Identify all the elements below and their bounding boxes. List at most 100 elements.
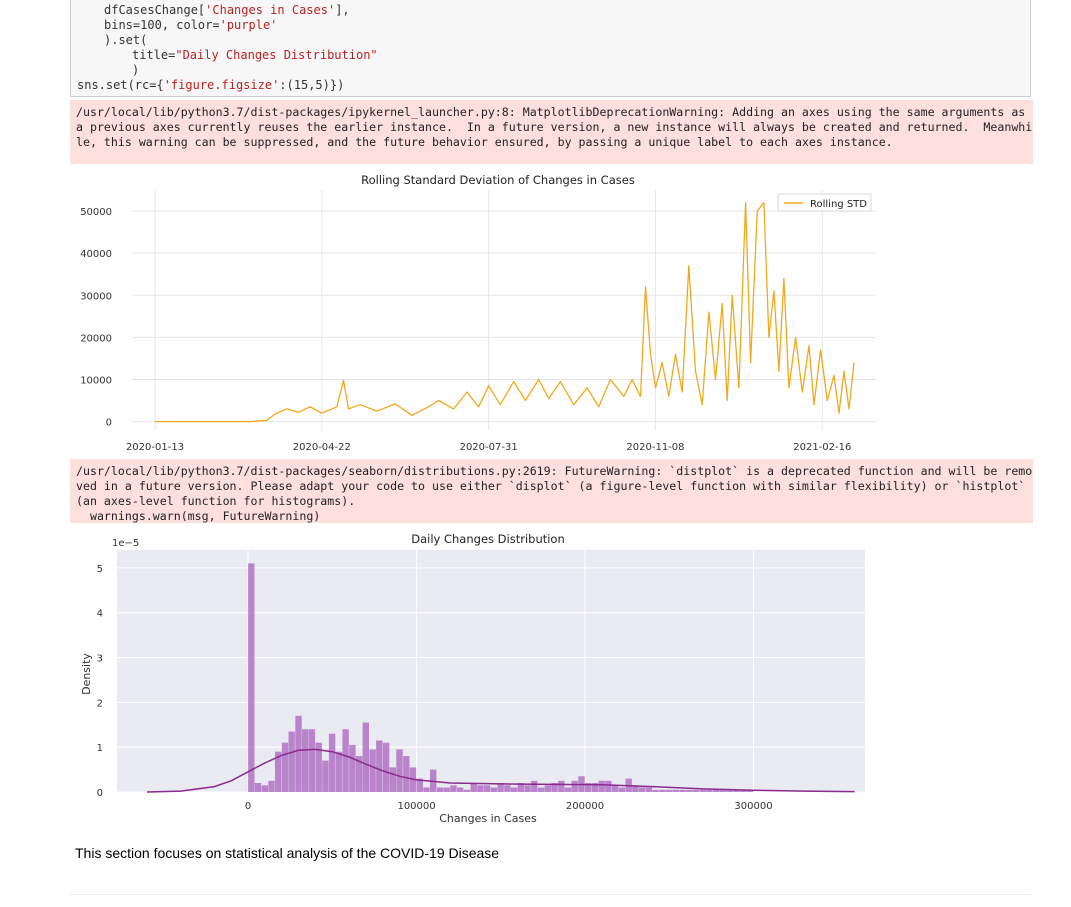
y-tick-label: 3 [97, 654, 103, 665]
markdown-cell-text: This section focuses on statistical anal… [75, 845, 500, 861]
histogram-bar [638, 787, 646, 792]
code-cell[interactable]: dfCasesChange['Changes in Cases'], bins=… [70, 0, 1031, 97]
histogram-bar [349, 744, 356, 792]
histogram-bar [261, 785, 268, 792]
code-line-6: sns.set(rc={'figure.figsize':(15,5)}) [77, 78, 345, 92]
histogram-bar [618, 787, 626, 792]
kde-curve [146, 748, 855, 793]
y-tick-label: 2 [97, 698, 103, 709]
histogram-bar [497, 783, 504, 792]
histogram-bar [531, 780, 538, 792]
histogram-bars [248, 563, 754, 792]
histogram-bar [362, 722, 369, 792]
histogram-bar [686, 789, 693, 792]
histogram-bar [477, 785, 484, 792]
histogram-bar [322, 760, 329, 792]
histogram-bar [699, 789, 706, 792]
histogram-bar [713, 789, 720, 792]
histogram-bar [510, 787, 518, 792]
warning-line: ved in a future version. Please adapt yo… [76, 479, 1026, 493]
y-tick-label: 50000 [80, 207, 112, 218]
y-tick-label: 4 [97, 609, 103, 620]
warning-line: a previous axes currently reuses the ear… [76, 120, 1033, 134]
x-tick-label: 2020-04-22 [293, 442, 351, 453]
histogram-bar [308, 729, 316, 792]
histogram-bar [571, 780, 578, 792]
histogram-bar [382, 742, 390, 792]
histogram-bar [443, 787, 450, 792]
daily-changes-distribution-chart: Daily Changes Distribution 1e−5 0 1 2 3 4 5 0… [80, 532, 865, 825]
histogram-bar [605, 780, 612, 792]
y-tick-labels: 0 1 2 3 4 5 [97, 564, 103, 799]
y-tick-label: 1 [97, 743, 103, 754]
histogram-bar [342, 729, 349, 792]
y-tick-label: 10000 [80, 375, 112, 386]
histogram-bar [463, 789, 471, 792]
histogram-bar [254, 783, 262, 792]
histogram-bar [652, 789, 659, 792]
x-tick-label: 100000 [397, 801, 435, 812]
y-tick-label: 40000 [80, 249, 112, 260]
x-tick-label: 300000 [734, 801, 772, 812]
warning-line: /usr/local/lib/python3.7/dist-packages/i… [76, 105, 1026, 119]
histogram-bar [268, 780, 275, 792]
histogram-bar [335, 751, 343, 792]
histogram-bar [544, 785, 551, 792]
kde-line [146, 748, 855, 793]
histogram-bar [558, 780, 565, 792]
code-line-3: ).set( [104, 33, 148, 47]
chart-title: Rolling Standard Deviation of Changes in… [361, 173, 635, 187]
code-line-5: ) [132, 63, 140, 77]
histogram-bar [719, 789, 727, 792]
histogram-bar [740, 789, 747, 792]
x-tick-label: 200000 [566, 801, 604, 812]
histogram-bar [645, 787, 653, 792]
y-tick-label: 20000 [80, 333, 112, 344]
histogram-bar [396, 749, 403, 792]
histogram-bar [564, 787, 572, 792]
histogram-bar [672, 789, 679, 792]
histogram-bar [733, 789, 740, 792]
code-line-1: dfCasesChange['Changes in Cases'], [104, 3, 350, 17]
legend-box [777, 193, 872, 212]
histogram-bar [591, 783, 599, 792]
histogram-bar [389, 767, 396, 792]
histogram-bar [706, 789, 713, 792]
histogram-bar [355, 756, 363, 792]
histogram-bar [423, 787, 430, 792]
histogram-bar [376, 740, 383, 792]
histogram-bar [665, 789, 673, 792]
y-tick-label: 0 [97, 788, 103, 799]
chart-legend: Rolling STD [777, 193, 872, 212]
histogram-bar [537, 787, 545, 792]
chart-grid [117, 550, 865, 793]
histogram-bar [328, 733, 336, 792]
y-axis-label: Density [80, 653, 93, 695]
histogram-bar [551, 783, 558, 792]
warning-line: (an axes-level function for histograms). [76, 494, 356, 508]
y-multiplier-label: 1e−5 [112, 538, 139, 549]
histogram-bar [281, 742, 289, 792]
histogram-bar [726, 789, 733, 792]
histogram-bar [470, 783, 477, 792]
histogram-bar [659, 789, 666, 792]
histogram-bar [295, 715, 302, 792]
histogram-bar [416, 778, 423, 792]
deprecation-warning-output: /usr/local/lib/python3.7/dist-packages/i… [70, 100, 1033, 164]
x-tick-labels: 2020-01-13 2020-04-22 2020-07-31 2020-11-08… [126, 442, 851, 453]
plot-background [117, 550, 865, 792]
x-tick-label: 2020-01-13 [126, 442, 184, 453]
histogram-bar [436, 787, 444, 792]
histogram-bar [275, 751, 282, 792]
histogram-bar [632, 785, 639, 792]
histogram-bar [598, 780, 605, 792]
histogram-bar [248, 563, 255, 792]
y-tick-label: 0 [106, 418, 112, 429]
series-lines [155, 201, 855, 423]
histogram-bar [483, 785, 491, 792]
histogram-bar [457, 787, 464, 792]
histogram-bar [524, 785, 531, 792]
histogram-bar [746, 789, 754, 792]
series-line [155, 201, 855, 423]
x-tick-label: 2020-11-08 [626, 442, 684, 453]
